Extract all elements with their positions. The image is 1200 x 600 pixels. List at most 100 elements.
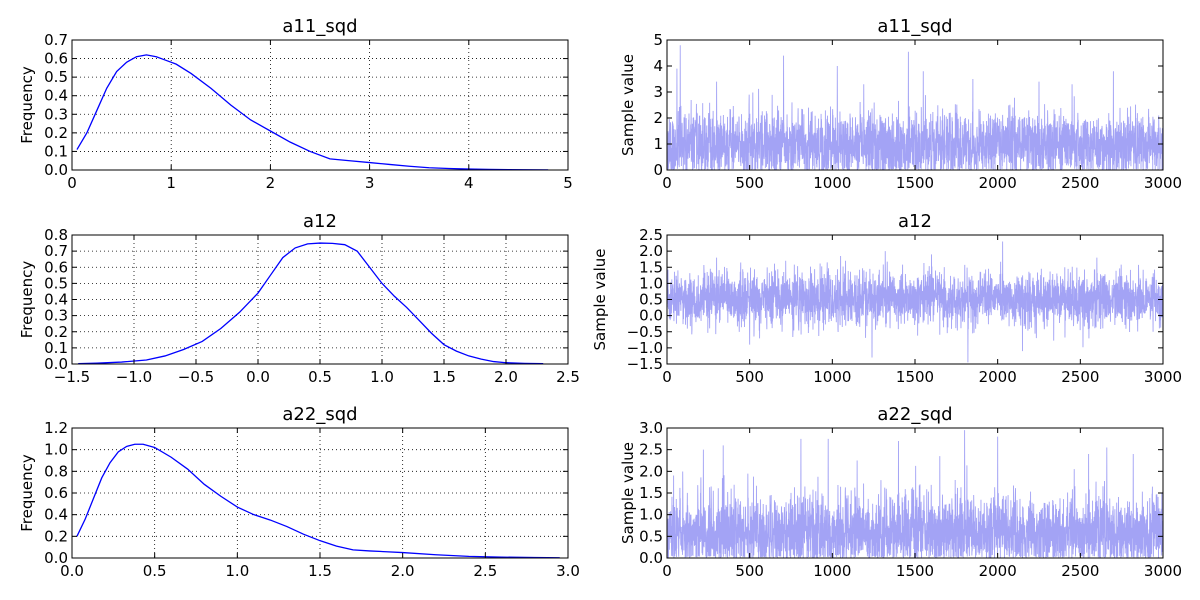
x-tick-label: 1.0 [225,562,249,580]
x-tick-label: 0.0 [60,562,84,580]
y-tick-label: 0.6 [44,484,68,502]
x-tick-label: 2000 [979,368,1017,386]
trace-series-line [667,430,1163,558]
panel-a22_sqd_kde: 0.0 0.5 1.0 1.5 2.0 2.5 3.0 0.0 0.2 0.4 0.6 0.8 1.0 1… [18,404,580,580]
y-tick-label: 5 [653,31,663,49]
y-tick-label: 0.7 [44,242,68,260]
x-tick-label: 4 [464,174,474,192]
y-axis-label: Frequency [18,261,36,339]
x-tick-label: 3000 [1144,174,1182,192]
y-tick-label: 0.0 [639,549,663,567]
y-tick-label: −0.5 [627,323,663,341]
x-tick-label: 1 [166,174,176,192]
y-tick-label: 0 [653,161,663,179]
x-tick-label: 2500 [1061,174,1099,192]
kde-series-line [76,443,560,558]
y-tick-label: 0.0 [639,307,663,325]
x-tick-label: 0 [662,368,672,386]
y-tick-label: 0.8 [44,462,68,480]
y-tick-label: 2 [653,109,663,127]
trace-series-line [667,45,1163,170]
trace-series-line [667,241,1163,363]
panel-a11_sqd_kde: 0 1 2 3 4 5 0.00.10.20.30.40.50.60.7 a11_sqd Fre… [18,16,573,192]
x-tick-label: 2.0 [494,368,518,386]
x-tick-label: 2500 [1061,368,1099,386]
y-axis-label: Sample value [619,442,637,544]
y-tick-label: −1.5 [627,355,663,373]
x-tick-label: 1500 [896,368,934,386]
x-tick-label: 0.5 [143,562,167,580]
x-tick-label: 2000 [979,562,1017,580]
y-tick-label: 2.0 [639,242,663,260]
y-tick-label: 0.1 [44,142,68,160]
y-tick-label: 0.4 [44,291,68,309]
y-axis-label: Frequency [18,66,36,144]
y-tick-label: 1.0 [44,441,68,459]
x-tick-label: 2.5 [556,368,580,386]
chart-title: a11_sqd [282,16,357,37]
x-tick-label: 3 [365,174,375,192]
y-tick-label: 0.5 [44,68,68,86]
x-tick-label: 2.5 [473,562,497,580]
y-tick-label: 0.4 [44,87,68,105]
x-tick-label: 0 [67,174,77,192]
y-tick-label: 0.5 [639,527,663,545]
y-tick-label: 3 [653,83,663,101]
x-tick-label: 500 [735,368,764,386]
x-tick-label: 3000 [1144,368,1182,386]
y-tick-label: 0.2 [44,527,68,545]
y-tick-label: 1.0 [639,506,663,524]
y-tick-label: 0.2 [44,323,68,341]
y-axis-label: Sample value [619,54,637,156]
y-tick-label: 0.6 [44,258,68,276]
x-tick-label: 2.0 [391,562,415,580]
x-tick-label: 1000 [813,562,851,580]
chart-title: a11_sqd [877,16,952,37]
x-tick-label: 2 [266,174,276,192]
x-tick-label: −1.5 [54,368,90,386]
axes-frame [71,39,569,171]
y-tick-label: 2.0 [639,462,663,480]
y-tick-label: 4 [653,57,663,75]
y-tick-label: 2.5 [639,441,663,459]
y-tick-label: 0.3 [44,105,68,123]
y-axis-label: Frequency [18,454,36,532]
x-tick-label: 1000 [813,368,851,386]
panel-a12_trace: 0 500 1000 1500 2000 2500 3000 −1.5−1.0−0.50.00… [591,211,1182,386]
y-tick-label: 0.5 [639,291,663,309]
chart-title: a12 [898,211,932,232]
y-tick-label: −1.0 [627,339,663,357]
x-tick-label: 1.5 [432,368,456,386]
x-tick-label: 0 [662,174,672,192]
y-tick-label: 0.0 [44,355,68,373]
x-tick-label: 3000 [1144,562,1182,580]
y-tick-label: 0.6 [44,50,68,68]
y-tick-label: 0.3 [44,307,68,325]
x-tick-label: −0.5 [178,368,214,386]
y-tick-label: 0.5 [44,274,68,292]
x-tick-label: 500 [735,174,764,192]
y-tick-label: 0.2 [44,124,68,142]
y-tick-label: 0.4 [44,506,68,524]
y-tick-label: 0.0 [44,549,68,567]
y-tick-label: 1.5 [639,484,663,502]
x-tick-label: 2000 [979,174,1017,192]
x-tick-label: 1.5 [308,562,332,580]
y-tick-label: 0.1 [44,339,68,357]
x-tick-label: 3.0 [556,562,580,580]
y-tick-label: 0.7 [44,31,68,49]
x-tick-label: 1.0 [370,368,394,386]
x-tick-label: 2500 [1061,562,1099,580]
x-tick-label: 1500 [896,174,934,192]
y-tick-label: 0.0 [44,161,68,179]
y-tick-label: 3.0 [639,419,663,437]
x-tick-label: 0.5 [308,368,332,386]
y-tick-label: 1.0 [639,274,663,292]
y-axis-label: Sample value [591,249,609,351]
y-tick-label: 0.8 [44,226,68,244]
x-tick-label: −1.0 [116,368,152,386]
x-tick-label: 500 [735,562,764,580]
kde-series-line [78,242,544,364]
panel-a12_kde: −1.5 −1.0 −0.5 0.0 0.5 1.0 1.5 2.0 2.50.00.10.20… [18,211,580,386]
